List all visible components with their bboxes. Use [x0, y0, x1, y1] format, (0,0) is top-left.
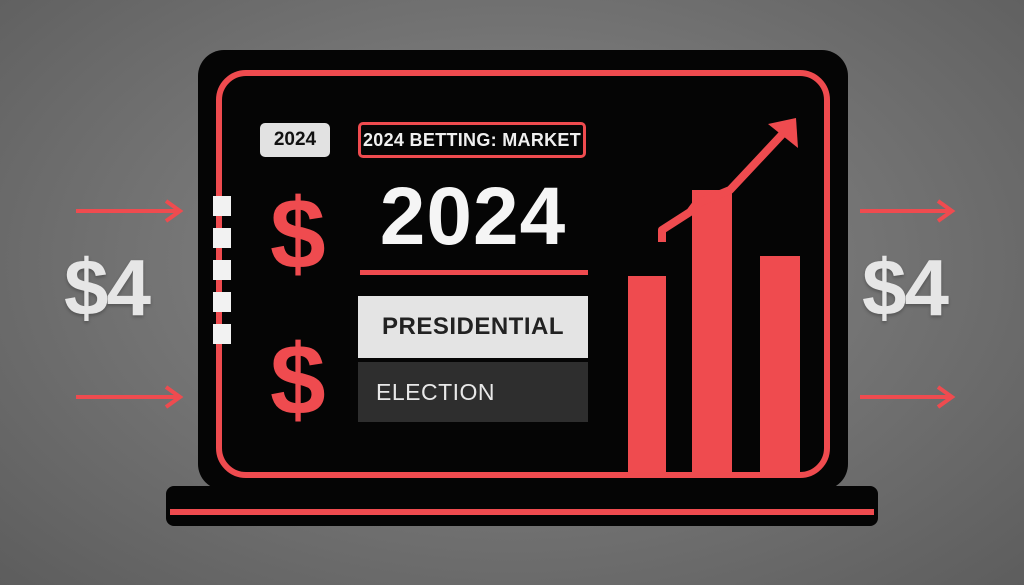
left-money-text: $4 [64, 243, 151, 332]
market-badge: 2024 BETTING: MARKET [358, 122, 586, 158]
big-year-heading: 2024 [379, 171, 567, 262]
tick-mark [213, 292, 231, 312]
laptop-base-stripe [170, 509, 874, 515]
chart-bar [628, 276, 666, 472]
tick-mark [213, 324, 231, 344]
dollar-sign-top: $ [270, 178, 326, 290]
laptop-base [166, 486, 878, 526]
presidential-label: PRESIDENTIAL [358, 296, 588, 358]
tick-mark [213, 196, 231, 216]
tick-mark [213, 260, 231, 280]
right-money-text: $4 [862, 243, 949, 332]
heading-underline [360, 270, 588, 275]
left-bottom-arrow-icon [76, 385, 184, 409]
chart-bar [692, 190, 732, 472]
election-label: ELECTION [358, 362, 588, 422]
tick-mark [213, 228, 231, 248]
left-top-arrow-icon [76, 199, 184, 223]
dollar-sign-bottom: $ [270, 324, 326, 436]
chart-bar [760, 256, 800, 472]
trend-arrow-icon [658, 118, 798, 242]
right-bottom-arrow-icon [860, 385, 956, 409]
year-badge: 2024 [260, 123, 330, 157]
right-top-arrow-icon [860, 199, 956, 223]
